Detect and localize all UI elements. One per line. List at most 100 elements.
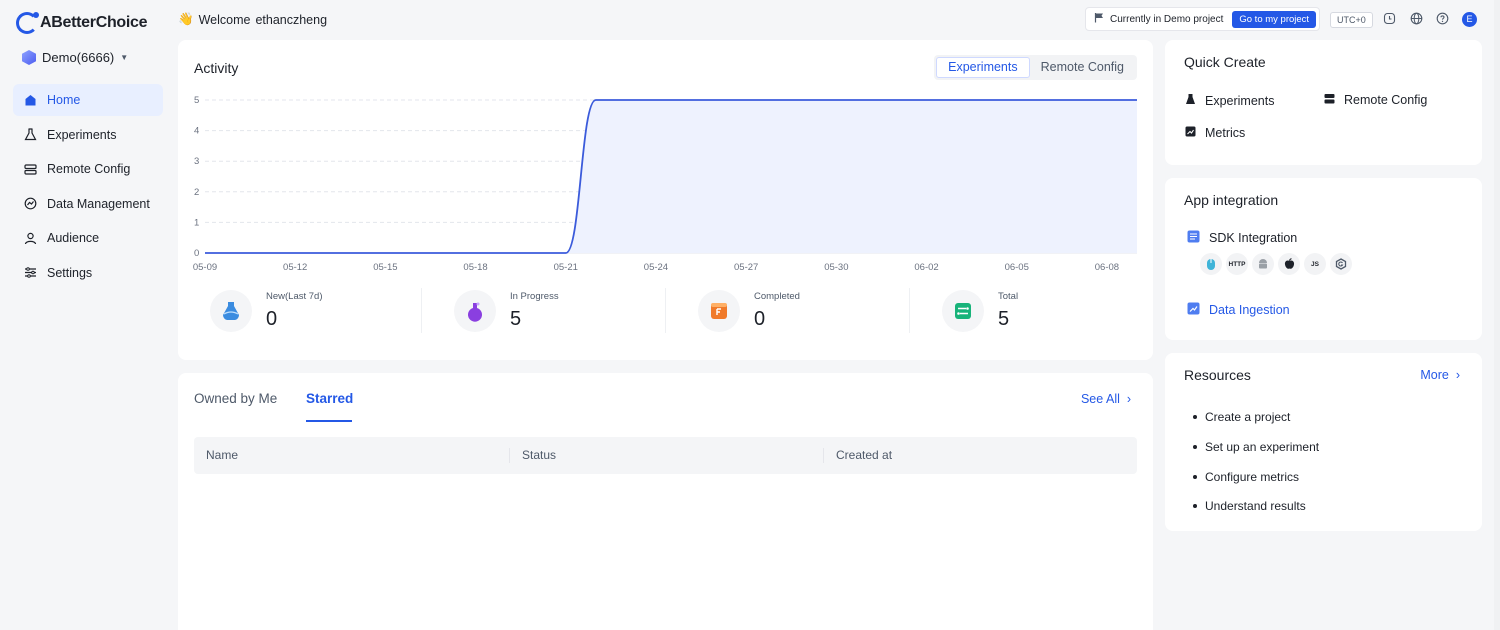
resource-set-up-experiment[interactable]: Set up an experiment: [1193, 440, 1319, 454]
quick-create-label: Experiments: [1205, 93, 1275, 108]
apple-icon[interactable]: [1278, 253, 1300, 275]
project-selector[interactable]: Demo(6666) ▼: [22, 50, 128, 65]
data-management-icon: [23, 197, 37, 211]
column-created-at[interactable]: Created at: [823, 448, 1137, 463]
quick-create-metrics[interactable]: Metrics: [1185, 126, 1245, 140]
chevron-right-icon: ›: [1452, 368, 1460, 382]
logo-icon: [16, 12, 39, 34]
quick-create-label: Remote Config: [1344, 93, 1428, 107]
timezone-badge[interactable]: UTC+0: [1330, 12, 1373, 28]
table-header: Name Status Created at: [194, 437, 1137, 474]
data-ingestion-link[interactable]: Data Ingestion: [1187, 302, 1290, 318]
js-icon[interactable]: JS: [1304, 253, 1326, 275]
sidebar-item-remote-config[interactable]: Remote Config: [13, 153, 163, 185]
sidebar-item-label: Audience: [47, 231, 100, 245]
username: ethanczheng: [255, 12, 328, 27]
android-icon[interactable]: [1252, 253, 1274, 275]
resources-title: Resources: [1184, 367, 1251, 383]
activity-title: Activity: [194, 60, 239, 76]
http-label: HTTP: [1228, 260, 1246, 268]
sidebar-item-data-management[interactable]: Data Management: [13, 188, 163, 220]
in-progress-flask-icon: [454, 289, 496, 332]
sidebar-item-label: Data Management: [47, 196, 150, 211]
column-name[interactable]: Name: [206, 448, 239, 462]
globe-icon[interactable]: [1410, 12, 1424, 26]
see-all-link[interactable]: See All ›: [1081, 392, 1131, 406]
see-all-label: See All: [1080, 392, 1120, 406]
stat-value: 5: [510, 307, 522, 330]
x-tick-label: 05-15: [373, 262, 397, 273]
tab-experiments[interactable]: Experiments: [936, 57, 1030, 78]
sidebar-item-settings[interactable]: Settings: [13, 257, 163, 289]
x-tick-label: 05-27: [734, 262, 758, 273]
chart-icon: [1185, 126, 1196, 140]
bullet-icon: [1193, 415, 1197, 419]
config-icon: [1324, 93, 1335, 107]
avatar[interactable]: E: [1462, 12, 1477, 27]
sidebar-nav: Home Experiments Remote Config Data Mana…: [13, 84, 163, 291]
y-tick-label: 3: [194, 156, 199, 167]
more-link[interactable]: More ›: [1420, 368, 1460, 382]
http-icon[interactable]: HTTP: [1226, 253, 1248, 275]
tab-remote-config[interactable]: Remote Config: [1040, 60, 1124, 74]
stat-new: New(Last 7d) 0: [178, 288, 422, 333]
x-tick-label: 05-21: [554, 262, 578, 273]
sidebar-item-audience[interactable]: Audience: [13, 222, 163, 254]
project-icon: [22, 50, 36, 65]
resource-understand-results[interactable]: Understand results: [1193, 499, 1306, 513]
column-status[interactable]: Status: [509, 448, 823, 463]
x-tick-label: 05-18: [463, 262, 487, 273]
x-tick-label: 06-02: [914, 262, 938, 273]
x-tick-label: 06-05: [1005, 262, 1029, 273]
stat-value: 5: [998, 307, 1010, 330]
quick-create-card: Quick Create Experiments Remote Config M…: [1165, 40, 1482, 165]
sidebar-item-home[interactable]: Home: [13, 84, 163, 116]
stat-in-progress: In Progress 5: [422, 288, 666, 333]
ingestion-icon: [1187, 302, 1200, 318]
quick-create-remote-config[interactable]: Remote Config: [1324, 93, 1427, 107]
tab-owned-by-me[interactable]: Owned by Me: [194, 391, 278, 406]
flag-icon: [1094, 12, 1105, 26]
app-integration-card: App integration SDK Integration HTTP JS …: [1165, 178, 1482, 340]
sidebar-item-label: Experiments: [47, 127, 117, 142]
mouse-icon[interactable]: [1200, 253, 1222, 275]
y-tick-label: 4: [194, 126, 199, 137]
config-icon: [23, 162, 37, 176]
stat-label: In Progress: [510, 290, 559, 302]
resource-create-project[interactable]: Create a project: [1193, 410, 1290, 424]
y-tick-label: 1: [194, 217, 199, 228]
bullet-icon: [1193, 445, 1197, 449]
sdk-icons-row: HTTP JS: [1200, 253, 1352, 275]
resource-configure-metrics[interactable]: Configure metrics: [1193, 470, 1299, 484]
go-to-my-project-button[interactable]: Go to my project: [1232, 10, 1317, 28]
y-tick-label: 2: [194, 187, 199, 198]
sliders-icon: [23, 266, 37, 280]
resource-label: Set up an experiment: [1205, 440, 1320, 454]
chart-area: [205, 100, 1137, 253]
clock-icon[interactable]: [1383, 12, 1397, 26]
welcome-message: 👋 Welcome ethanczheng: [178, 12, 327, 27]
x-tick-label: 05-12: [283, 262, 307, 273]
stat-label: New(Last 7d): [266, 290, 323, 302]
x-tick-label: 05-30: [824, 262, 848, 273]
welcome-text: Welcome: [198, 12, 251, 27]
tab-starred[interactable]: Starred: [306, 391, 354, 406]
flask-icon: [23, 128, 37, 142]
help-icon[interactable]: [1436, 12, 1450, 26]
stat-label: Total: [998, 290, 1019, 302]
wave-icon: 👋: [178, 12, 194, 26]
scrollbar[interactable]: [1494, 0, 1500, 630]
quick-create-experiments[interactable]: Experiments: [1185, 93, 1274, 108]
brand-logo[interactable]: ABetterChoice: [16, 12, 148, 34]
js-label: JS: [1311, 260, 1319, 268]
chevron-right-icon: ›: [1123, 392, 1131, 406]
user-icon: [23, 231, 37, 245]
y-tick-label: 5: [194, 95, 199, 106]
y-tick-label: 0: [194, 248, 199, 259]
go-icon[interactable]: [1330, 253, 1352, 275]
completed-flag-icon: [698, 289, 740, 332]
stat-total: Total 5: [910, 288, 1153, 333]
sidebar-item-experiments[interactable]: Experiments: [13, 119, 163, 151]
home-icon: [23, 93, 37, 107]
sdk-integration-link[interactable]: SDK Integration: [1187, 230, 1297, 246]
